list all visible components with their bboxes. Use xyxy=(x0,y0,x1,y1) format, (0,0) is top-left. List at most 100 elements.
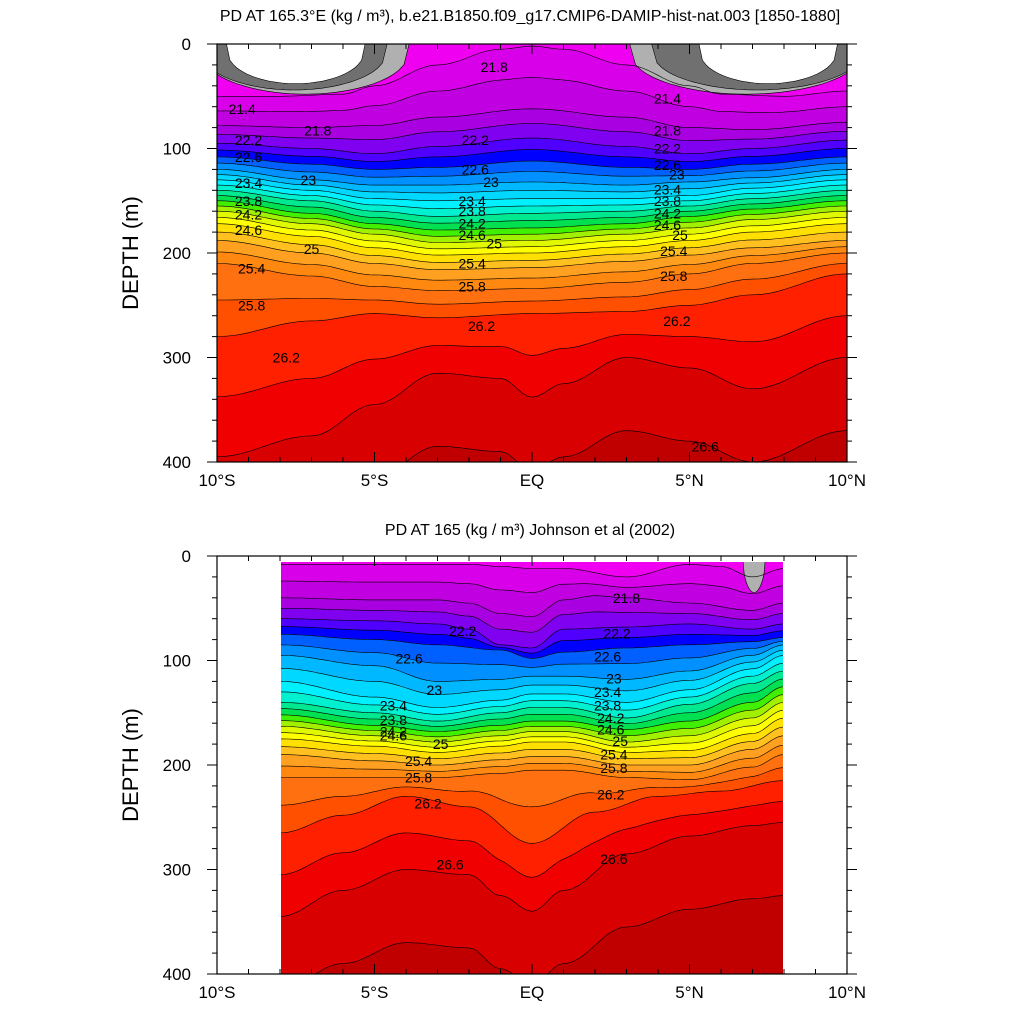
isopycnal-model-22.6 xyxy=(217,156,847,170)
axes-model: 10°S 5°S EQ 5°N 10°N 0 100 200 300 400 xyxy=(163,35,866,490)
isopycnal-obs-24.2 xyxy=(281,686,783,732)
axes-obs: 10°S 5°S EQ 5°N 10°N 0 100 200 300 400 xyxy=(163,547,866,1002)
contour-label-obs-2: 22.2 xyxy=(603,625,630,641)
contour-label-model-16: 23 xyxy=(483,174,499,190)
panel-observations: PD AT 165 (kg / m³) Johnson et al (2002)… xyxy=(118,522,866,1002)
isopycnal-obs-24.6 xyxy=(281,702,783,743)
isopycnal-model-24.2 xyxy=(217,200,847,231)
contour-label-model-4: 22.6 xyxy=(235,149,262,165)
isopycnal-obs-26.8 xyxy=(314,895,783,974)
isopycnal-obs-26 xyxy=(281,767,783,808)
isopycnal-model-24 xyxy=(217,195,847,224)
isopycnal-model-23.6 xyxy=(217,184,847,209)
contour-label-model-24: 26.2 xyxy=(468,318,495,334)
contour-label-model-10: 25 xyxy=(304,241,320,257)
contour-label-model-9: 24.6 xyxy=(235,222,262,238)
contour-label-obs-11: 24.2 xyxy=(380,724,407,740)
contour-label-obs-7: 23.4 xyxy=(380,697,407,713)
contour-label-model-34: 25 xyxy=(672,227,688,243)
contour-label-model-29: 23 xyxy=(669,167,685,183)
isopycnal-model-23 xyxy=(217,169,847,186)
contour-label-obs-0: 21.8 xyxy=(613,590,640,606)
contour-label-model-14: 22.2 xyxy=(462,132,489,148)
isopycnal-obs-23.8 xyxy=(281,670,783,722)
contour-label-obs-6: 23 xyxy=(606,670,622,686)
contour-label-obs-9: 23.8 xyxy=(380,712,407,728)
chart-title-model: PD AT 165.3°E (kg / m³), b.e21.B1850.f09… xyxy=(220,8,840,25)
x-tick-label-obs-2: EQ xyxy=(520,983,545,1002)
y-axis-title-obs: DEPTH (m) xyxy=(118,708,143,822)
contour-label-model-22: 25.4 xyxy=(459,255,486,271)
contour-label-model-12: 25.8 xyxy=(238,297,265,313)
x-tick-label-model-1: 5°S xyxy=(361,471,389,490)
contour-label-obs-19: 25.8 xyxy=(405,770,432,786)
contour-label-model-30: 23.4 xyxy=(654,181,681,197)
contour-label-model-18: 23.8 xyxy=(459,203,486,219)
contour-label-model-6: 23 xyxy=(301,172,317,188)
contour-label-obs-17: 25.4 xyxy=(405,753,432,769)
contour-label-model-38: 26.6 xyxy=(692,438,719,454)
contour-label-model-5: 23.4 xyxy=(235,175,262,191)
isopycnal-obs-22.6 xyxy=(281,634,783,659)
surface-mask-right-core xyxy=(698,44,838,84)
contour-label-obs-13: 24.6 xyxy=(380,728,407,744)
contour-label-model-23: 25.8 xyxy=(459,278,486,294)
isopycnal-obs-25.8 xyxy=(281,754,783,780)
isopycnal-obs-21.4 xyxy=(281,564,783,578)
contour-label-model-11: 25.4 xyxy=(238,261,265,277)
x-tick-label-model-3: 5°N xyxy=(675,471,704,490)
contour-label-obs-1: 22.2 xyxy=(449,623,476,639)
isopycnal-obs-23.6 xyxy=(281,662,783,715)
contour-label-obs-8: 23.4 xyxy=(594,684,621,700)
isopycnal-model-23.4 xyxy=(217,179,847,202)
contour-label-model-19: 24.2 xyxy=(459,216,486,232)
contour-label-obs-12: 24.2 xyxy=(597,710,624,726)
contour-label-model-32: 24.2 xyxy=(654,205,681,221)
x-tick-label-model-0: 10°S xyxy=(198,471,235,490)
isopycnal-obs-22.2 xyxy=(281,618,783,649)
contour-band-obs-0 xyxy=(281,562,783,577)
isopycnal-obs-24.4 xyxy=(281,694,783,738)
contour-labels-model: 21.821.421.822.222.623.4 2323.824.224.625… xyxy=(229,59,720,454)
contour-labels-obs: 21.822.2 22.222.6 22.6232323.423.423.823.8… xyxy=(380,590,641,872)
isopycnal-obs-26.6 xyxy=(281,822,783,917)
isopycnal-obs-25.6 xyxy=(281,744,783,773)
isopycnal-model-22.4 xyxy=(217,148,847,162)
isopycnal-model-25.8 xyxy=(217,252,847,291)
isopycnal-model-26.4 xyxy=(217,315,847,397)
surface-mask-left-core xyxy=(226,44,366,84)
isopycnal-obs-22.8 xyxy=(281,640,783,668)
isopycnal-obs-26.4 xyxy=(281,801,783,878)
y-tick-label-obs-2: 200 xyxy=(163,756,191,775)
y-tick-label-model-2: 200 xyxy=(163,244,191,263)
contour-lines-obs xyxy=(281,564,783,974)
isopycnal-model-26.2 xyxy=(217,273,847,337)
y-tick-label-obs-0: 0 xyxy=(182,547,191,566)
contour-label-model-7: 23.8 xyxy=(235,193,262,209)
contour-label-obs-20: 25.8 xyxy=(600,760,627,776)
contour-lines-model xyxy=(217,45,847,462)
contour-label-model-15: 22.6 xyxy=(462,161,489,177)
isopycnal-model-21.8 xyxy=(217,108,847,130)
contour-label-model-13: 26.2 xyxy=(273,350,300,366)
isopycnal-obs-21.8 xyxy=(281,595,783,617)
isopycnal-model-23.8 xyxy=(217,190,847,217)
isopycnal-model-25.6 xyxy=(217,246,847,281)
y-axis-title-model: DEPTH (m) xyxy=(118,196,143,310)
contour-label-obs-3: 22.6 xyxy=(396,650,423,666)
contour-label-obs-18: 25.4 xyxy=(600,747,627,763)
contour-label-model-31: 23.8 xyxy=(654,193,681,209)
x-tick-label-obs-3: 5°N xyxy=(675,983,704,1002)
y-tick-label-model-1: 100 xyxy=(163,140,191,159)
surface-mask-obs xyxy=(742,562,766,593)
isopycnal-model-26.8 xyxy=(405,430,847,462)
x-tick-label-obs-0: 10°S xyxy=(198,983,235,1002)
contour-label-model-20: 24.6 xyxy=(459,227,486,243)
contour-label-obs-22: 26.2 xyxy=(597,786,624,802)
contour-label-model-2: 21.8 xyxy=(304,123,331,139)
isopycnal-model-22 xyxy=(217,123,847,142)
contour-label-obs-21: 26.2 xyxy=(414,796,441,812)
contour-label-model-0: 21.8 xyxy=(481,59,508,75)
contour-label-obs-23: 26.6 xyxy=(436,856,463,872)
y-tick-label-model-3: 300 xyxy=(163,349,191,368)
